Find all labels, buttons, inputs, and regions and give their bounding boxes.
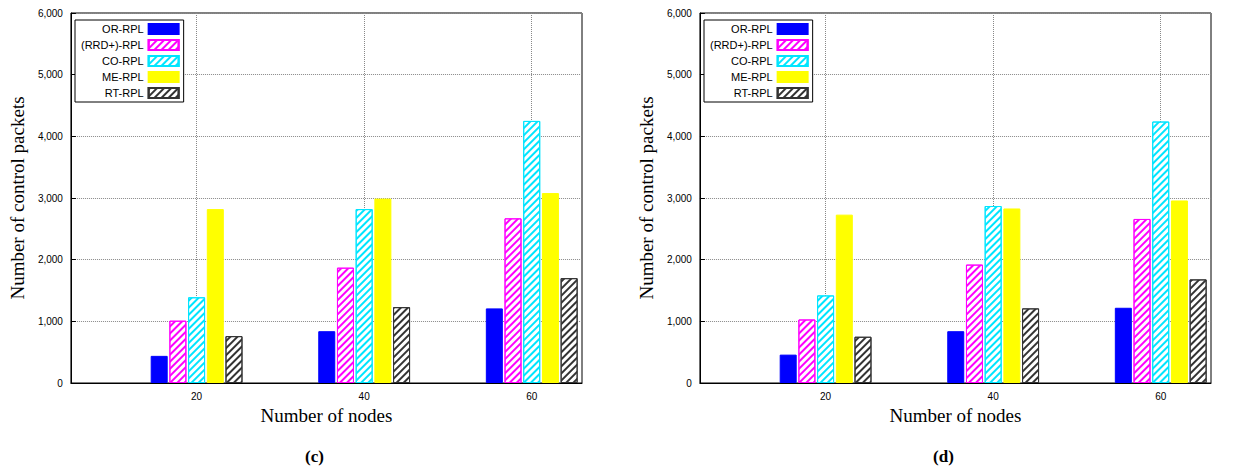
- svg-text:6,000: 6,000: [38, 8, 63, 19]
- svg-text:CO-RPL: CO-RPL: [731, 55, 773, 67]
- svg-text:RT-RPL: RT-RPL: [105, 87, 144, 99]
- svg-text:5,000: 5,000: [667, 69, 692, 80]
- svg-text:RT-RPL: RT-RPL: [734, 87, 773, 99]
- svg-text:60: 60: [1155, 391, 1167, 402]
- svg-text:40: 40: [988, 391, 1000, 402]
- svg-text:Number of nodes: Number of nodes: [261, 405, 393, 426]
- svg-text:4,000: 4,000: [667, 131, 692, 142]
- svg-text:OR-RPL: OR-RPL: [102, 23, 144, 35]
- svg-text:0: 0: [57, 378, 63, 389]
- svg-text:1,000: 1,000: [38, 316, 63, 327]
- svg-text:OR-RPL: OR-RPL: [731, 23, 773, 35]
- svg-text:0: 0: [686, 378, 692, 389]
- svg-text:(RRD+)-RPL: (RRD+)-RPL: [710, 39, 773, 51]
- svg-text:5,000: 5,000: [38, 69, 63, 80]
- svg-text:2,000: 2,000: [667, 254, 692, 265]
- svg-text:ME-RPL: ME-RPL: [731, 71, 773, 83]
- svg-text:3,000: 3,000: [38, 193, 63, 204]
- svg-text:3,000: 3,000: [667, 193, 692, 204]
- svg-text:1,000: 1,000: [667, 316, 692, 327]
- svg-text:(c): (c): [305, 447, 324, 466]
- svg-text:2,000: 2,000: [38, 254, 63, 265]
- svg-text:4,000: 4,000: [38, 131, 63, 142]
- svg-text:Number of control packets: Number of control packets: [636, 96, 657, 299]
- svg-text:20: 20: [820, 391, 832, 402]
- svg-text:CO-RPL: CO-RPL: [102, 55, 144, 67]
- svg-text:Number of control packets: Number of control packets: [7, 96, 28, 299]
- svg-text:(d): (d): [933, 447, 954, 466]
- svg-text:60: 60: [526, 391, 538, 402]
- svg-text:40: 40: [359, 391, 371, 402]
- svg-text:20: 20: [191, 391, 203, 402]
- svg-text:(RRD+)-RPL: (RRD+)-RPL: [81, 39, 144, 51]
- svg-text:Number of nodes: Number of nodes: [890, 405, 1022, 426]
- svg-text:6,000: 6,000: [667, 8, 692, 19]
- svg-text:ME-RPL: ME-RPL: [102, 71, 144, 83]
